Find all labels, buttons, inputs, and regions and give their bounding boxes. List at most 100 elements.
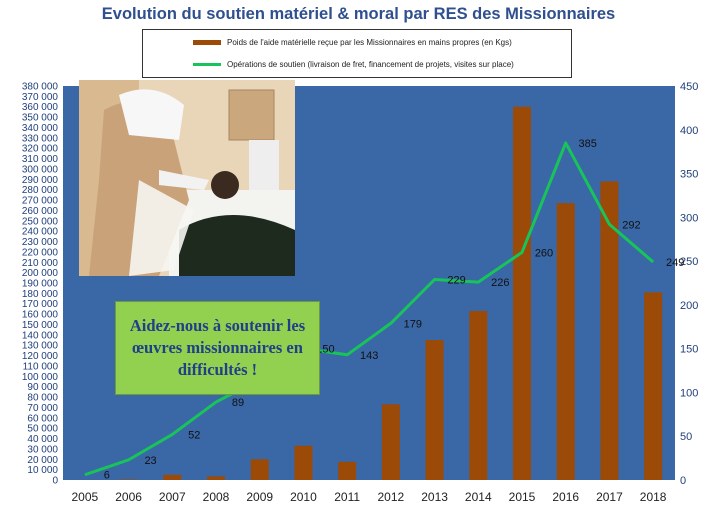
line-data-labels: 6 23 52 89 150 143 179 229 226 260 385 292 249 (104, 138, 685, 482)
line-data-label: 226 (491, 277, 509, 289)
left-tick-label: 340 000 (22, 123, 59, 134)
left-tick-label: 140 000 (22, 330, 59, 341)
left-tick-label: 370 000 (22, 92, 59, 103)
left-tick-label: 40 000 (27, 434, 58, 445)
line-data-label: 260 (535, 247, 553, 259)
line-path (84, 141, 655, 477)
x-tick-label: 2012 (378, 490, 405, 504)
left-tick-label: 80 000 (27, 393, 58, 404)
line-data-label: 6 (104, 470, 110, 482)
left-tick-label: 130 000 (22, 341, 59, 352)
legend-bar-swatch (193, 40, 221, 45)
bar (600, 181, 619, 481)
bar (381, 404, 400, 480)
left-tick-label: 380 000 (22, 82, 59, 93)
left-tick-label: 320 000 (22, 144, 59, 155)
line-data-label: 292 (622, 219, 640, 231)
bar (163, 474, 182, 480)
x-tick-label: 2013 (421, 490, 448, 504)
right-tick-label: 300 (680, 212, 698, 224)
callout-text: Aidez-nous à soutenir les œuvres mission… (129, 316, 306, 379)
bar (294, 445, 313, 480)
line-data-label: 143 (360, 350, 378, 362)
left-tick-label: 70 000 (27, 403, 58, 414)
left-tick-label: 90 000 (27, 382, 58, 393)
x-axis: 2005 2006 2007 2008 2009 2010 2011 2012 2013 2014… (72, 490, 667, 504)
legend-bar-label: Poids de l'aide matérielle reçue par les… (227, 38, 512, 47)
right-tick-label: 200 (680, 300, 698, 312)
left-tick-label: 270 000 (22, 196, 59, 207)
right-tick-label: 250 (680, 256, 698, 268)
x-tick-label: 2009 (246, 490, 273, 504)
right-tick-label: 350 (680, 169, 698, 181)
legend-line-swatch (193, 63, 221, 66)
left-tick-label: 300 000 (22, 164, 59, 175)
x-tick-label: 2017 (596, 490, 623, 504)
left-tick-label: 190 000 (22, 279, 59, 290)
line-data-label: 89 (232, 397, 244, 409)
x-tick-label: 2016 (552, 490, 579, 504)
legend-item-bars: Poids de l'aide matérielle reçue par les… (193, 38, 512, 47)
x-tick-label: 2010 (290, 490, 317, 504)
bar (338, 461, 357, 480)
right-tick-label: 0 (680, 475, 686, 487)
line-data-label: 229 (447, 274, 465, 286)
right-axis: 0 50 100 150 200 250 300 350 400 450 (680, 81, 698, 487)
left-tick-label: 350 000 (22, 113, 59, 124)
left-tick-label: 20 000 (27, 455, 58, 466)
right-tick-label: 50 (680, 431, 692, 443)
left-tick-label: 0 (52, 476, 58, 487)
legend-line-label: Opérations de soutien (livraison de fret… (227, 60, 514, 69)
legend: Poids de l'aide matérielle reçue par les… (142, 29, 572, 78)
bar (556, 203, 575, 481)
chart-title: Evolution du soutien matériel & moral pa… (101, 5, 616, 23)
left-tick-label: 30 000 (27, 444, 58, 455)
bar (425, 340, 444, 480)
bar (644, 292, 663, 480)
legend-item-line: Opérations de soutien (livraison de fret… (193, 60, 514, 69)
bar (513, 106, 531, 480)
bar-series (119, 106, 663, 481)
left-tick-label: 250 000 (22, 216, 59, 227)
x-tick-label: 2018 (640, 490, 667, 504)
photo-illustration (79, 80, 295, 276)
left-tick-label: 150 000 (22, 320, 59, 331)
x-tick-label: 2007 (159, 490, 186, 504)
left-tick-label: 100 000 (22, 372, 59, 383)
x-tick-label: 2011 (334, 490, 360, 504)
left-tick-label: 240 000 (22, 227, 59, 238)
bar (119, 479, 138, 480)
left-tick-label: 310 000 (22, 154, 59, 165)
right-tick-label: 150 (680, 344, 698, 356)
left-tick-label: 280 000 (22, 185, 59, 196)
right-tick-label: 100 (680, 387, 698, 399)
left-tick-label: 10 000 (27, 465, 58, 476)
left-tick-label: 160 000 (22, 310, 59, 321)
left-tick-label: 360 000 (22, 102, 59, 113)
right-tick-label: 450 (680, 81, 698, 93)
bar (469, 310, 488, 480)
x-tick-label: 2008 (203, 490, 230, 504)
line-data-label: 249 (666, 257, 684, 269)
line-data-label: 23 (144, 455, 156, 467)
x-tick-label: 2005 (72, 490, 99, 504)
left-tick-label: 210 000 (22, 258, 59, 269)
x-tick-label: 2015 (509, 490, 536, 504)
line-data-label: 385 (579, 138, 597, 150)
left-tick-label: 120 000 (22, 351, 59, 362)
line-data-label: 179 (404, 318, 422, 330)
left-tick-label: 170 000 (22, 299, 59, 310)
left-tick-label: 260 000 (22, 206, 59, 217)
left-tick-label: 220 000 (22, 247, 59, 258)
photo-nun-visiting-patient (79, 80, 295, 276)
left-tick-label: 180 000 (22, 289, 59, 300)
line-data-label: 52 (188, 429, 200, 441)
left-tick-label: 60 000 (27, 413, 58, 424)
left-tick-label: 290 000 (22, 175, 59, 186)
right-tick-label: 400 (680, 125, 698, 137)
x-tick-label: 2006 (115, 490, 142, 504)
x-tick-label: 2014 (465, 490, 492, 504)
bar (250, 459, 269, 480)
